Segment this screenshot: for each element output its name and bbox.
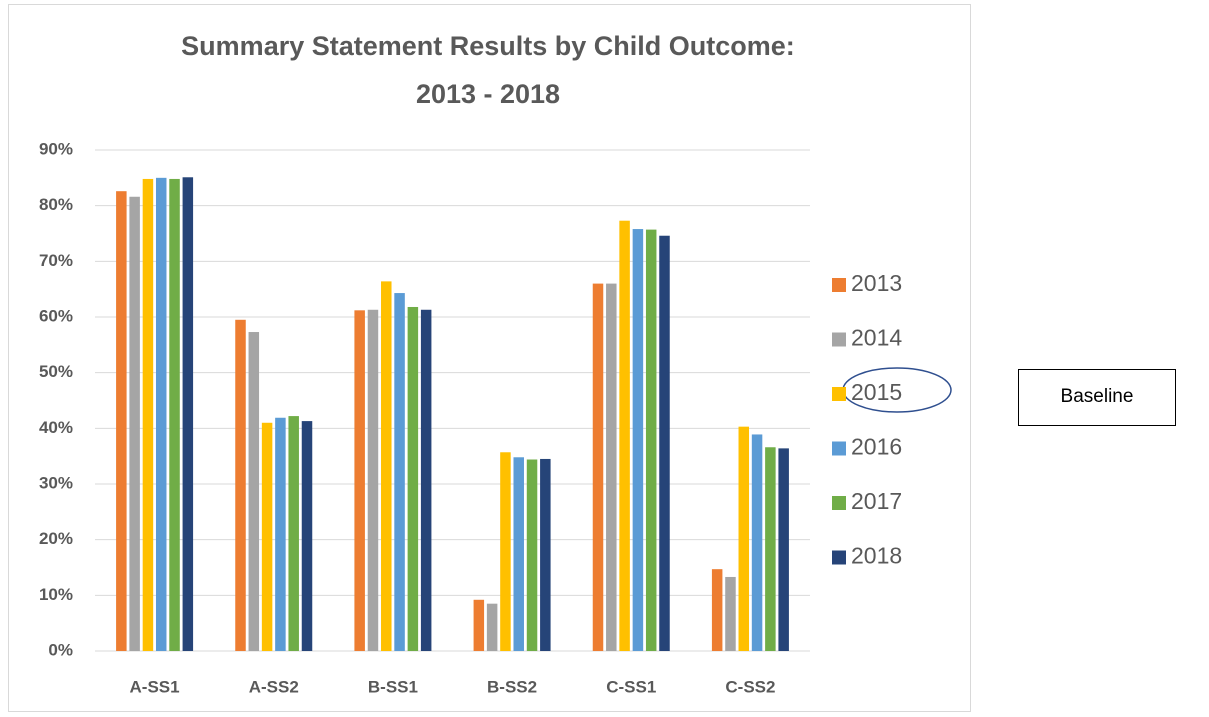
bar: [354, 310, 365, 651]
bar: [155, 177, 167, 652]
bar: [169, 178, 180, 652]
bar: [473, 599, 485, 651]
bar: [381, 281, 392, 651]
bar: [500, 452, 511, 651]
annotation: Baseline: [1061, 386, 1134, 407]
legend-label: 2016: [851, 434, 902, 460]
bar: [751, 434, 763, 651]
y-tick-label: 0%: [48, 640, 73, 659]
legend-swatch: [832, 332, 846, 347]
y-tick-label: 80%: [39, 195, 73, 214]
y-tick-label: 40%: [39, 418, 73, 437]
bar: [526, 459, 538, 651]
bar: [288, 416, 299, 651]
x-tick-label: A-SS2: [249, 677, 299, 696]
bar: [659, 235, 670, 651]
bar: [765, 447, 776, 651]
legend-swatch: [832, 441, 846, 456]
legend-label: 2014: [851, 325, 902, 351]
bar: [129, 196, 140, 651]
annotation-box: [1018, 369, 1176, 426]
bar: [116, 191, 127, 651]
legend-swatch: [832, 496, 846, 510]
bar: [725, 576, 736, 651]
chart-border: [8, 4, 971, 712]
chart-title: 2013 - 2018: [416, 79, 560, 109]
legend-label: 2013: [851, 270, 902, 296]
bar: [142, 178, 154, 652]
bar: [778, 448, 789, 651]
bar: [592, 283, 604, 651]
bar: [420, 309, 432, 651]
bar: [367, 309, 379, 651]
bar: [645, 229, 657, 651]
y-tick-label: 90%: [39, 139, 73, 158]
bar: [738, 426, 750, 651]
y-tick-label: 30%: [39, 473, 73, 492]
x-tick-label: C-SS2: [725, 677, 775, 696]
bar: [275, 417, 286, 651]
y-tick-label: 20%: [39, 529, 73, 548]
bar: [301, 421, 313, 651]
bar: [235, 319, 246, 651]
bar: [261, 422, 273, 651]
x-tick-label: B-SS2: [487, 677, 537, 696]
bar: [513, 457, 524, 651]
bar: [606, 283, 617, 651]
y-tick-label: 60%: [39, 306, 73, 325]
bar: [248, 332, 260, 651]
bar: [394, 293, 405, 651]
bar: [632, 229, 644, 651]
bar: [407, 306, 419, 651]
legend-label: 2015: [851, 379, 902, 405]
chart-title: Summary Statement Results by Child Outco…: [181, 31, 795, 61]
bar: [619, 220, 630, 652]
y-tick-label: 50%: [39, 362, 73, 381]
bar: [182, 177, 194, 651]
bar: [711, 569, 723, 651]
y-tick-label: 70%: [39, 251, 73, 270]
x-tick-label: B-SS1: [368, 677, 418, 696]
legend-label: 2018: [851, 543, 902, 569]
legend-swatch: [832, 550, 846, 565]
legend-swatch: [832, 278, 846, 292]
x-tick-label: A-SS1: [130, 677, 180, 696]
y-tick-label: 10%: [39, 585, 73, 604]
bar: [486, 603, 498, 651]
legend-swatch: [832, 387, 846, 401]
legend-label: 2017: [851, 488, 902, 514]
bar: [540, 458, 551, 651]
x-tick-label: C-SS1: [606, 677, 656, 696]
